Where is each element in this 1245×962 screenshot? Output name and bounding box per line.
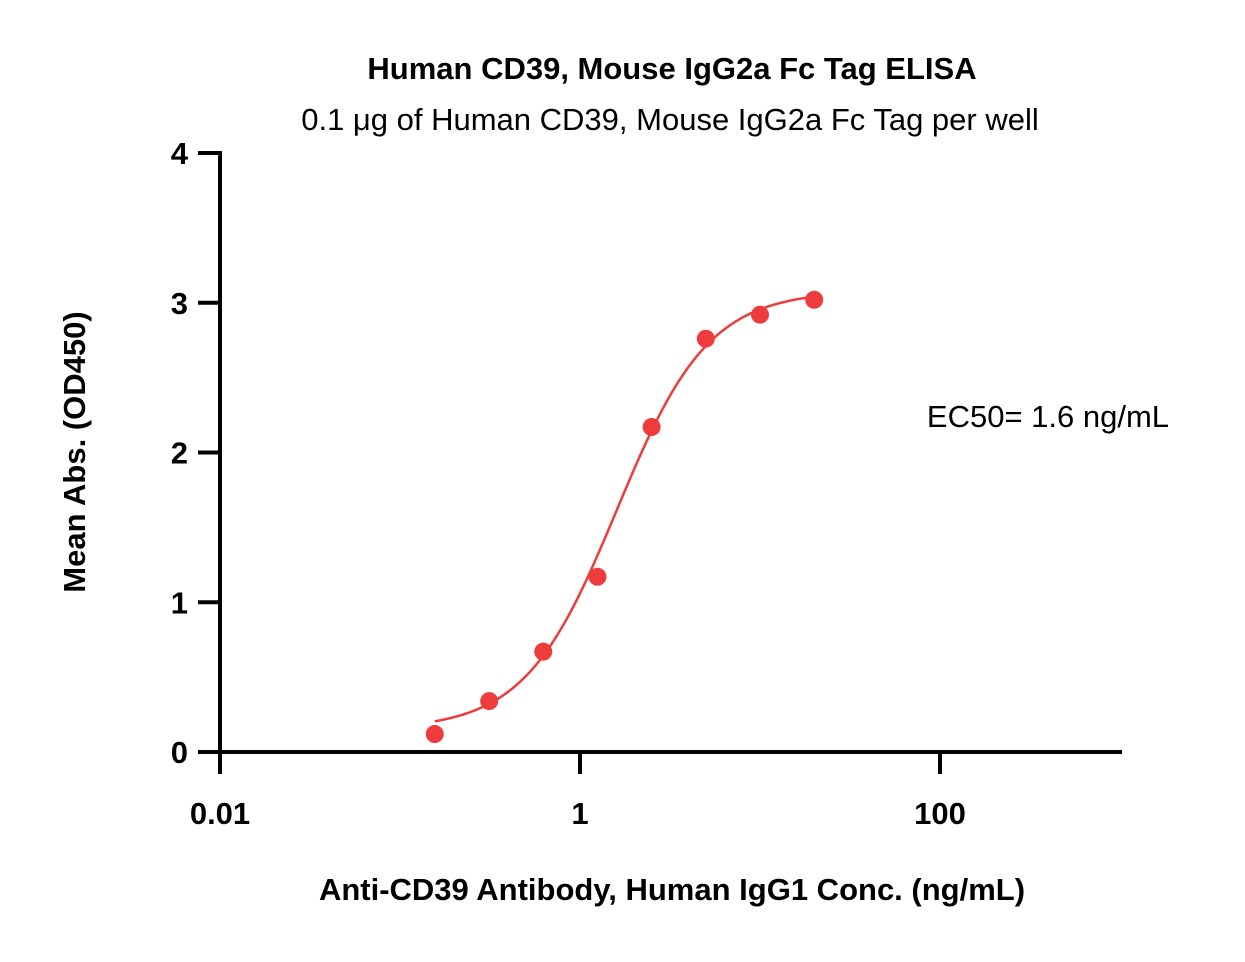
y-tick-label: 1 bbox=[171, 585, 188, 620]
y-axis-label: Mean Abs. (OD450) bbox=[57, 311, 92, 592]
x-tick-label: 100 bbox=[914, 796, 966, 831]
chart-subtitle: 0.1 μg of Human CD39, Mouse IgG2a Fc Tag… bbox=[301, 102, 1039, 137]
y-tick-label: 0 bbox=[171, 735, 188, 770]
y-tick-label: 2 bbox=[171, 436, 188, 471]
x-tick-label: 1 bbox=[571, 796, 588, 831]
x-tick-label: 0.01 bbox=[190, 796, 250, 831]
y-tick-label: 4 bbox=[171, 136, 189, 171]
data-point bbox=[751, 305, 769, 324]
data-point bbox=[480, 692, 499, 711]
data-point bbox=[588, 567, 607, 586]
data-point bbox=[696, 329, 715, 348]
axes: 0 1 2 3 4 0.01 1 100 bbox=[171, 136, 1122, 831]
data-point bbox=[425, 725, 444, 744]
data-point bbox=[642, 418, 661, 437]
ec50-annotation: EC50= 1.6 ng/mL bbox=[927, 399, 1169, 434]
data-point bbox=[534, 642, 553, 661]
fit-curve bbox=[434, 295, 815, 723]
y-tick-label: 3 bbox=[171, 286, 188, 321]
data-points bbox=[425, 290, 824, 744]
fit-curve-group bbox=[434, 295, 815, 723]
x-axis-label: Anti-CD39 Antibody, Human IgG1 Conc. (ng… bbox=[319, 872, 1025, 907]
data-point bbox=[805, 290, 824, 309]
chart-title: Human CD39, Mouse IgG2a Fc Tag ELISA bbox=[367, 51, 976, 86]
